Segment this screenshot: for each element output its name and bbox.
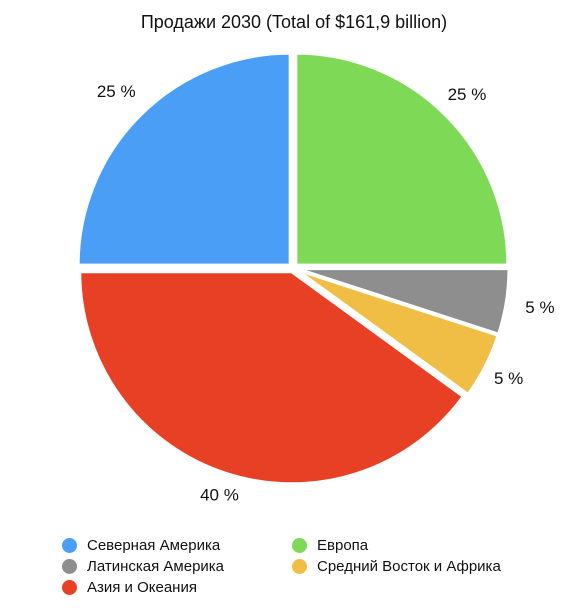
legend-label: Азия и Океания: [87, 579, 197, 596]
slice-label: 25 %: [448, 85, 487, 104]
legend-item: Средний Восток и Африка: [292, 557, 532, 576]
legend-item: Латинская Америка: [62, 557, 292, 576]
pie-slice: [294, 51, 510, 267]
legend-swatch: [292, 559, 307, 574]
legend-label: Средний Восток и Африка: [317, 558, 501, 575]
legend: Северная Америка Европа Латинская Америка С…: [62, 536, 562, 597]
pie-slice: [78, 270, 466, 486]
legend-label: Северная Америка: [87, 537, 221, 554]
legend-item: Европа: [292, 536, 532, 555]
slice-label: 25 %: [97, 82, 136, 101]
legend-swatch: [292, 538, 307, 553]
legend-swatch: [62, 580, 77, 595]
slice-label: 40 %: [200, 485, 239, 504]
legend-swatch: [62, 538, 77, 553]
pie-slice: [295, 268, 501, 397]
pie-slice: [76, 51, 292, 267]
legend-swatch: [62, 559, 77, 574]
legend-label: Европа: [317, 537, 369, 554]
legend-item: Азия и Океания: [62, 578, 292, 597]
slice-label: 5 %: [525, 298, 554, 317]
slice-label: 5 %: [494, 369, 523, 388]
legend-item: Северная Америка: [62, 536, 292, 555]
chart-title: Продажи 2030 (Total of $161,9 billion): [140, 12, 448, 32]
legend-label: Латинская Америка: [87, 558, 225, 575]
